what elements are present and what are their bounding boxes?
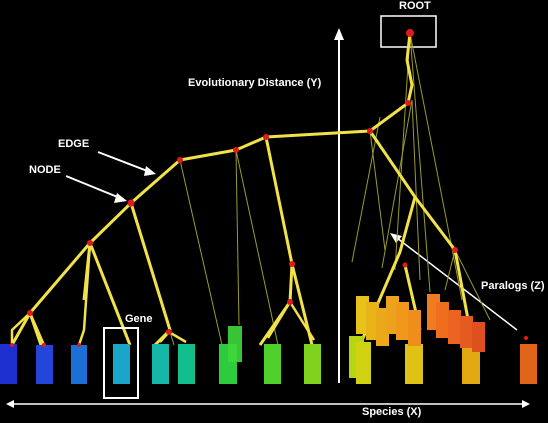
gene <box>304 344 321 384</box>
y-axis-label: Evolutionary Distance (Y) <box>188 77 322 89</box>
gene <box>405 344 423 384</box>
gene <box>71 345 87 384</box>
node <box>87 240 93 246</box>
x-axis-label: Species (X) <box>362 406 422 418</box>
node-label: NODE <box>29 164 61 176</box>
gene <box>113 344 130 384</box>
gene <box>264 344 281 384</box>
node <box>42 343 46 347</box>
node <box>233 147 239 153</box>
node <box>263 134 269 140</box>
paralog <box>448 310 461 344</box>
gene <box>462 344 480 384</box>
node <box>402 262 408 268</box>
paralog <box>386 296 399 334</box>
paralog <box>408 310 421 346</box>
edge-pointer-arrow <box>97 151 156 176</box>
edge-label: EDGE <box>58 138 90 150</box>
paralog <box>376 308 389 346</box>
node <box>27 310 33 316</box>
paralog <box>366 302 379 340</box>
gene <box>356 342 371 384</box>
node-pointer-arrow <box>65 175 127 203</box>
paralog <box>460 316 473 348</box>
gene-highlight-box <box>103 327 139 399</box>
node <box>524 336 528 340</box>
node <box>166 329 172 335</box>
gene <box>228 326 242 362</box>
node <box>287 299 293 305</box>
node <box>127 199 135 207</box>
paralog <box>396 302 409 340</box>
gene-row <box>0 326 537 384</box>
node <box>452 247 458 253</box>
paralog-stack <box>356 294 485 352</box>
root-label: ROOT <box>399 0 431 12</box>
gene <box>520 344 537 384</box>
node <box>177 157 183 163</box>
gene-label: Gene <box>125 313 153 325</box>
leaf-connectors <box>10 242 316 346</box>
node <box>367 128 373 134</box>
paralog <box>436 302 449 338</box>
x-axis <box>6 400 530 408</box>
node <box>77 343 81 347</box>
gene <box>36 345 53 384</box>
tree-nodes <box>10 29 528 347</box>
y-axis <box>334 28 344 383</box>
node <box>10 343 14 347</box>
gene <box>178 344 195 384</box>
z-axis <box>390 233 518 331</box>
gene <box>152 344 169 384</box>
root-node <box>406 29 414 37</box>
node <box>289 261 295 267</box>
paralog <box>356 296 369 334</box>
z-axis-label: Paralogs (Z) <box>481 280 545 292</box>
gene <box>0 344 17 384</box>
node <box>405 100 411 106</box>
paralog <box>472 322 485 352</box>
